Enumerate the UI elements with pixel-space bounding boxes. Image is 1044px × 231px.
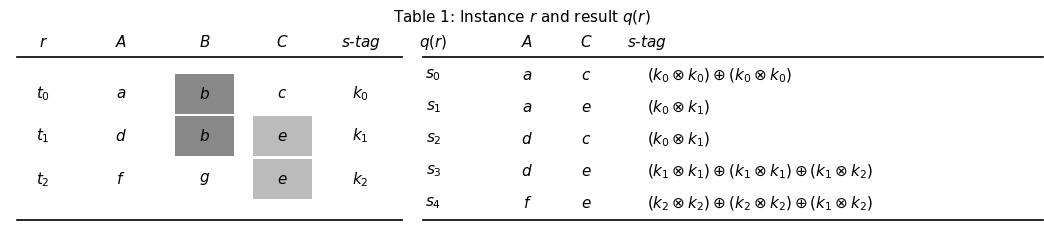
Text: $k_0$: $k_0$	[352, 85, 370, 103]
Text: $s\text{-}tag$: $s\text{-}tag$	[627, 33, 667, 52]
Text: $e$: $e$	[582, 164, 592, 179]
Text: $\mathit{B}$: $\mathit{B}$	[198, 34, 210, 50]
Text: $k_2$: $k_2$	[353, 170, 369, 189]
Text: $t_1$: $t_1$	[37, 127, 50, 145]
Text: $k_1$: $k_1$	[352, 127, 369, 145]
Text: $s\text{-}tag$: $s\text{-}tag$	[340, 33, 381, 52]
FancyBboxPatch shape	[175, 116, 234, 156]
Text: $t_2$: $t_2$	[37, 170, 50, 189]
Text: $s_1$: $s_1$	[426, 100, 442, 115]
Text: $c$: $c$	[278, 86, 287, 101]
Text: $d$: $d$	[115, 128, 127, 144]
Text: $f$: $f$	[117, 171, 125, 187]
Text: $d$: $d$	[521, 131, 533, 147]
Text: $\mathit{A}$: $\mathit{A}$	[521, 34, 533, 50]
FancyBboxPatch shape	[254, 159, 312, 199]
Text: $a$: $a$	[522, 100, 532, 115]
FancyBboxPatch shape	[254, 116, 312, 156]
Text: $e$: $e$	[277, 128, 288, 143]
Text: $s_2$: $s_2$	[426, 132, 442, 147]
Text: $b$: $b$	[199, 128, 210, 144]
Text: $(k_1 \otimes k_1) \oplus (k_1 \otimes k_1) \oplus (k_1 \otimes k_2)$: $(k_1 \otimes k_1) \oplus (k_1 \otimes k…	[647, 162, 874, 181]
Text: $f$: $f$	[523, 195, 531, 211]
Text: $e$: $e$	[582, 196, 592, 211]
Text: $a$: $a$	[116, 86, 126, 101]
Text: $\mathit{C}$: $\mathit{C}$	[580, 34, 593, 50]
Text: $a$: $a$	[522, 68, 532, 83]
Text: $b$: $b$	[199, 86, 210, 102]
Text: Table 1: Instance $r$ and result $q(r)$: Table 1: Instance $r$ and result $q(r)$	[394, 8, 650, 27]
Text: $(k_0 \otimes k_0) \oplus (k_0 \otimes k_0)$: $(k_0 \otimes k_0) \oplus (k_0 \otimes k…	[647, 66, 791, 85]
Text: $s_3$: $s_3$	[426, 164, 442, 179]
Text: $c$: $c$	[582, 68, 592, 83]
Text: $\mathit{C}$: $\mathit{C}$	[277, 34, 289, 50]
Text: $d$: $d$	[521, 163, 533, 179]
Text: $g$: $g$	[198, 171, 210, 187]
Text: $c$: $c$	[582, 132, 592, 147]
Text: $s_4$: $s_4$	[426, 195, 442, 211]
Text: $s_0$: $s_0$	[426, 68, 442, 83]
Text: $e$: $e$	[277, 172, 288, 187]
Text: $\mathit{A}$: $\mathit{A}$	[115, 34, 127, 50]
FancyBboxPatch shape	[175, 74, 234, 114]
Text: $(k_0 \otimes k_1)$: $(k_0 \otimes k_1)$	[647, 98, 710, 117]
Text: $(k_0 \otimes k_1)$: $(k_0 \otimes k_1)$	[647, 130, 710, 149]
Text: $(k_2 \otimes k_2) \oplus (k_2 \otimes k_2) \oplus (k_1 \otimes k_2)$: $(k_2 \otimes k_2) \oplus (k_2 \otimes k…	[647, 194, 874, 213]
Text: $q(r)$: $q(r)$	[420, 33, 448, 52]
Text: $e$: $e$	[582, 100, 592, 115]
Text: $t_0$: $t_0$	[35, 85, 50, 103]
Text: $\mathit{r}$: $\mathit{r}$	[39, 35, 48, 50]
